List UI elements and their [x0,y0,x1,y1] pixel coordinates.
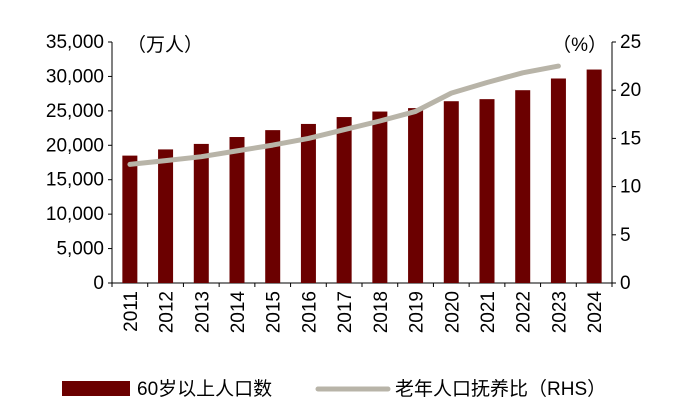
x-tick-label: 2017 [335,291,356,333]
right-tick-label: 25 [620,32,641,53]
x-tick-label: 2015 [264,291,285,333]
x-tick-label: 2018 [371,291,392,333]
left-tick-label: 15,000 [46,170,104,191]
right-tick-label: 20 [620,80,641,101]
axes-group [108,42,616,287]
x-tick-label: 2021 [478,291,499,333]
x-tick-label: 2022 [514,291,535,333]
legend-line-label: 老年人口抚养比（RHS） [395,378,606,400]
left-tick-label: 5,000 [56,239,104,260]
left-tick-label: 10,000 [46,204,104,225]
bar-2015 [265,130,280,283]
bar-2020 [444,101,459,283]
x-tick-label: 2014 [228,291,249,334]
left-tick-label: 35,000 [46,32,104,53]
bar-2021 [480,99,495,283]
left-tick-label: 0 [93,273,104,294]
left-tick-label: 25,000 [46,101,104,122]
legend-bar-swatch [62,381,130,396]
x-tick-label: 2012 [157,291,178,333]
right-tick-label: 15 [620,128,641,149]
bar-2024 [587,70,602,283]
legend-bar-label: 60岁以上人口数 [137,378,272,400]
left-tick-label: 30,000 [46,66,104,87]
x-tick-label: 2020 [442,291,463,333]
x-tick-label: 2011 [121,291,142,332]
x-tick-label: 2016 [299,291,320,333]
bar-2014 [230,137,245,283]
legend-group: 60岁以上人口数 老年人口抚养比（RHS） [62,378,606,400]
bar-2013 [194,144,209,283]
left-unit-label: （万人） [127,34,203,56]
x-tick-label: 2023 [549,291,570,333]
bar-2019 [408,108,423,283]
bar-2012 [158,149,173,283]
right-tick-label: 5 [620,225,631,246]
x-tick-label: 2024 [585,291,606,334]
bar-2016 [301,124,316,283]
bar-2018 [372,112,387,283]
right-unit-label: （%） [552,34,607,56]
x-tick-label: 2019 [407,291,428,333]
bar-2022 [515,90,530,283]
right-tick-label: 0 [620,273,631,294]
bar-2017 [337,117,352,283]
x-tick-label: 2013 [192,291,213,333]
bars-group [122,70,601,283]
bar-2011 [122,156,137,283]
left-tick-label: 20,000 [46,135,104,156]
right-tick-label: 10 [620,177,641,198]
bar-2023 [551,78,566,283]
